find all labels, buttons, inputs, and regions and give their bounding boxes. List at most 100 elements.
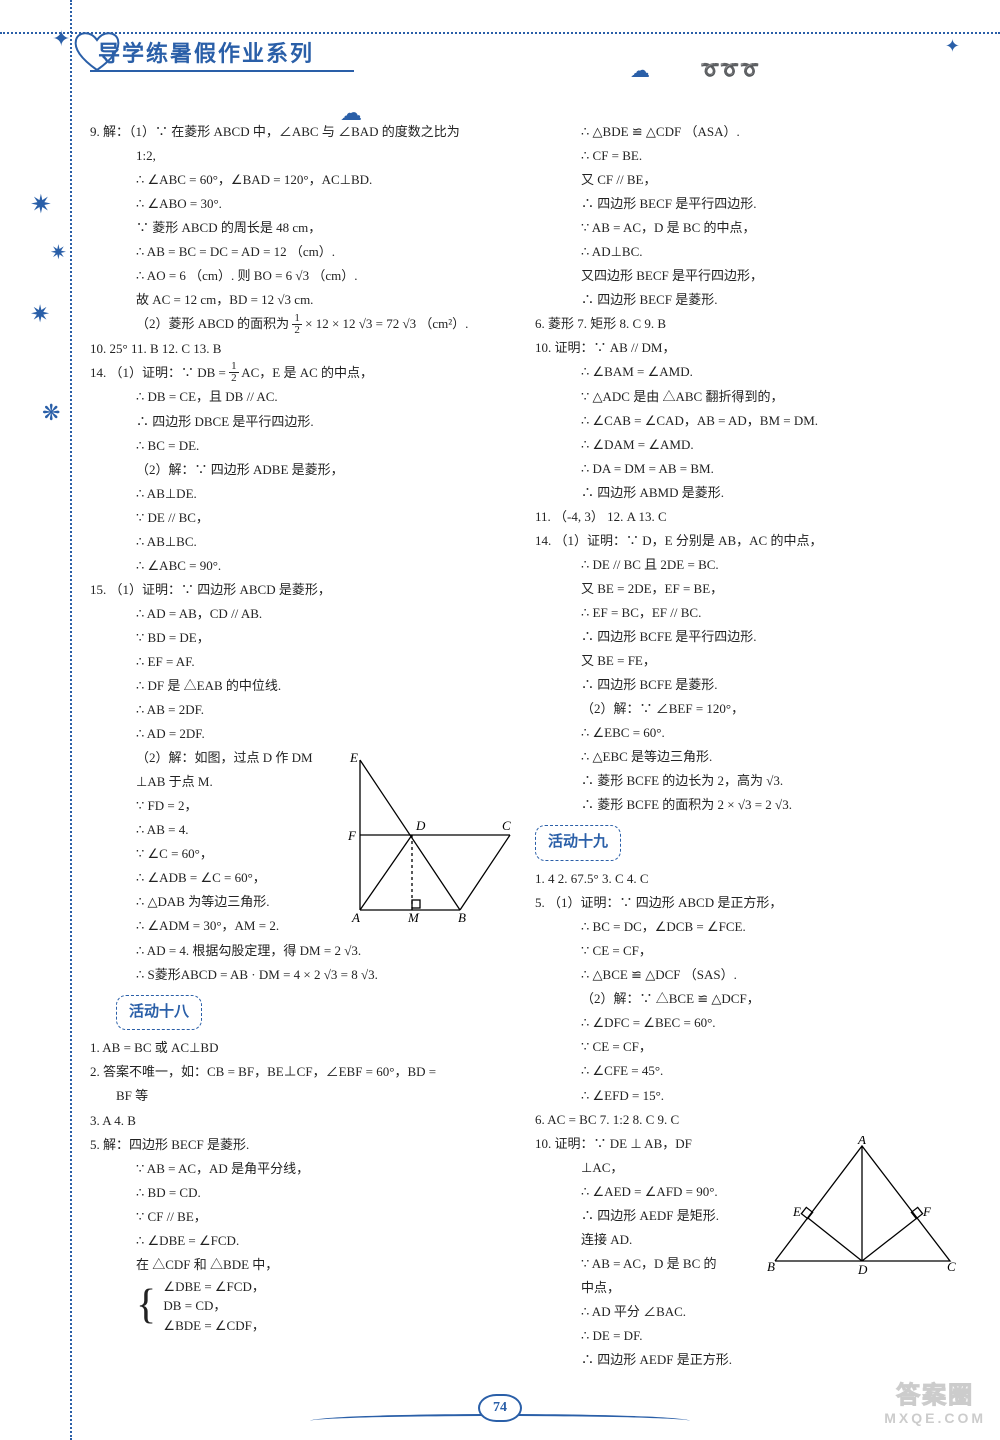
- text-line: （2）解：∵ 四边形 ADBE 是菱形，: [90, 458, 515, 482]
- text-line: ∴ ∠ABC = 90°.: [90, 554, 515, 578]
- text-line: 6. AC = BC 7. 1:2 8. C 9. C: [535, 1108, 960, 1132]
- text-line: 2. 答案不唯一，如：CB = BF，BE⊥CF，∠EBF = 60°，BD =: [90, 1060, 515, 1084]
- text-line: 1. 4 2. 67.5° 3. C 4. C: [535, 867, 960, 891]
- text-line: （2）菱形 ABCD 的面积为 12 × 12 × 12 √3 = 72 √3 …: [90, 312, 515, 337]
- text-line: ∴ EF = BC，EF // BC.: [535, 601, 960, 625]
- geometry-figure-1: E F D C A M B: [340, 750, 515, 925]
- text-line: ∴ CF = BE.: [535, 144, 960, 168]
- text-line: ∵ 菱形 ABCD 的周长是 48 cm，: [90, 216, 515, 240]
- page-number-wrap: 74: [478, 1394, 522, 1422]
- text-line: ∴ DE = DF.: [535, 1324, 960, 1348]
- text-line: BF 等: [90, 1084, 515, 1108]
- text-line: ∵ DE // BC，: [90, 506, 515, 530]
- text-line: ∴ 菱形 BCFE 的边长为 2，高为 √3.: [535, 769, 960, 793]
- text-line: ∴ ∠BAM = ∠AMD.: [535, 360, 960, 384]
- text-line: 5. 解：四边形 BECF 是菱形.: [90, 1133, 515, 1157]
- fraction: 12: [292, 313, 302, 336]
- text-line: ∴ ∠ABO = 30°.: [90, 192, 515, 216]
- text-line: ∴ △EBC 是等边三角形.: [535, 745, 960, 769]
- text-line: ∴ ∠ABC = 60°，∠BAD = 120°，AC⊥BD.: [90, 168, 515, 192]
- text-line: 15. （1）证明：∵ 四边形 ABCD 是菱形，: [90, 578, 515, 602]
- text-line: 11. （-4, 3） 12. A 13. C: [535, 505, 960, 529]
- text-line: ∴ ∠DAM = ∠AMD.: [535, 433, 960, 457]
- text-line: （2）解：∵ ∠BEF = 120°，: [535, 697, 960, 721]
- left-brace-icon: {: [136, 1286, 156, 1326]
- text-line: ∴ 四边形 BCFE 是菱形.: [535, 673, 960, 697]
- page: ✦ ✷ ✷ ✷ ❋ ☁ ☁ ➰➰➰ ✦ 导学练暑假作业系列 9. 解：（1）∵ …: [0, 0, 1000, 1440]
- fig-label: F: [347, 828, 357, 843]
- text-line: 又 BE = 2DE，EF = BE，: [535, 577, 960, 601]
- text-line: ∴ BD = CD.: [90, 1181, 515, 1205]
- text-line: ∴ BC = DE.: [90, 434, 515, 458]
- text-line: ∴ ∠DFC = ∠BEC = 60°.: [535, 1011, 960, 1035]
- text-line: 又四边形 BECF 是平行四边形，: [535, 264, 960, 288]
- text-part: × 12 × 12 √3 = 72 √3 （cm²）.: [302, 316, 469, 331]
- fig-label: A: [351, 910, 360, 925]
- brace-system: { ∠DBE = ∠FCD， DB = CD， ∠BDE = ∠CDF，: [90, 1277, 515, 1336]
- text-line: ∴ 四边形 ABMD 是菱形.: [535, 481, 960, 505]
- text-line: ∴ AD 平分 ∠BAC.: [535, 1300, 960, 1324]
- text-line: ∴ 四边形 BCFE 是平行四边形.: [535, 625, 960, 649]
- fig-label: B: [767, 1259, 775, 1274]
- text-line: 10. 25° 11. B 12. C 13. B: [90, 337, 515, 361]
- text-line: ∴ 四边形 DBCE 是平行四边形.: [90, 410, 515, 434]
- text-line: ∠DBE = ∠FCD，: [163, 1277, 264, 1297]
- decor-splat-4: ❋: [42, 400, 60, 426]
- decor-splat-3: ✷: [30, 300, 50, 329]
- text-part: 14. （1）证明：∵ DB =: [90, 365, 229, 380]
- text-line: ∴ ∠CAB = ∠CAD，AB = AD，BM = DM.: [535, 409, 960, 433]
- section-badge-19: 活动十九: [535, 825, 621, 861]
- text-line: ∴ DE // BC 且 2DE = BC.: [535, 553, 960, 577]
- text-line: ∴ DF 是 △EAB 的中位线.: [90, 674, 515, 698]
- text-line: ∴ ∠CFE = 45°.: [535, 1059, 960, 1083]
- text-line: ∠BDE = ∠CDF，: [163, 1316, 264, 1336]
- text-line: 3. A 4. B: [90, 1109, 515, 1133]
- text-line: ∴ 四边形 BECF 是菱形.: [535, 288, 960, 312]
- section-badge-18: 活动十八: [116, 995, 202, 1031]
- fig-label: F: [922, 1204, 932, 1219]
- text-line: ∵ CE = CF，: [535, 939, 960, 963]
- fig-label: E: [792, 1204, 801, 1219]
- heart-cloud-icon: [70, 26, 124, 74]
- text-line: 又 CF // BE，: [535, 168, 960, 192]
- text-line: ∴ 四边形 BECF 是平行四边形.: [535, 192, 960, 216]
- text-line: ∴ DA = DM = AB = BM.: [535, 457, 960, 481]
- text-line: ∴ ∠EFD = 15°.: [535, 1084, 960, 1108]
- right-column: ∴ △BDE ≌ △CDF （ASA）. ∴ CF = BE. 又 CF // …: [535, 120, 960, 1372]
- left-dotted-border: [70, 0, 72, 1440]
- text-line: ∴ AB = 2DF.: [90, 698, 515, 722]
- text-line: 9. 解：（1）∵ 在菱形 ABCD 中，∠ABC 与 ∠BAD 的度数之比为: [90, 120, 515, 144]
- text-line: 6. 菱形 7. 矩形 8. C 9. B: [535, 312, 960, 336]
- text-line: ∴ AD⊥BC.: [535, 240, 960, 264]
- fig-label: M: [407, 910, 420, 925]
- text-line: 14. （1）证明：∵ DB = 12 AC，E 是 AC 的中点，: [90, 361, 515, 386]
- header-title: 导学练暑假作业系列: [90, 30, 354, 72]
- watermark: 答案圈 MXQE.COM: [884, 1375, 986, 1426]
- text-part: （2）菱形 ABCD 的面积为: [136, 316, 292, 331]
- text-line: ∴ EF = AF.: [90, 650, 515, 674]
- text-line: ∴ △BDE ≌ △CDF （ASA）.: [535, 120, 960, 144]
- decor-star-1: ✦: [52, 26, 70, 52]
- fraction: 12: [229, 361, 239, 384]
- text-line: （2）解：∵ △BCE ≌ △DCF，: [535, 987, 960, 1011]
- text-line: ∴ AO = 6 （cm）. 则 BO = 6 √3 （cm）.: [90, 264, 515, 288]
- text-line: ∴ AD = 2DF.: [90, 722, 515, 746]
- text-line: 5. （1）证明：∵ 四边形 ABCD 是正方形，: [535, 891, 960, 915]
- watermark-bottom: MXQE.COM: [884, 1410, 986, 1426]
- text-line: ∵ AB = AC，AD 是角平分线，: [90, 1157, 515, 1181]
- text-part: AC，E 是 AC 的中点，: [239, 365, 373, 380]
- text-line: ∵ BD = DE，: [90, 626, 515, 650]
- text-line: ∵ CF // BE，: [90, 1205, 515, 1229]
- text-line: ∴ 菱形 BCFE 的面积为 2 × √3 = 2 √3.: [535, 793, 960, 817]
- decor-splat-1: ✷: [30, 190, 52, 220]
- text-line: ∴ AB = BC = DC = AD = 12 （cm）.: [90, 240, 515, 264]
- text-line: 又 BE = FE，: [535, 649, 960, 673]
- text-line: ∴ BC = DC，∠DCB = ∠FCE.: [535, 915, 960, 939]
- text-line: 14. （1）证明：∵ D，E 分别是 AB，AC 的中点，: [535, 529, 960, 553]
- left-column: 9. 解：（1）∵ 在菱形 ABCD 中，∠ABC 与 ∠BAD 的度数之比为 …: [90, 120, 515, 1372]
- text-line: 中点，: [535, 1276, 960, 1300]
- fig-label: D: [415, 818, 426, 833]
- text-line: ∴ AD = AB，CD // AB.: [90, 602, 515, 626]
- text-line: ∴ ∠EBC = 60°.: [535, 721, 960, 745]
- decor-splat-2: ✷: [50, 240, 67, 265]
